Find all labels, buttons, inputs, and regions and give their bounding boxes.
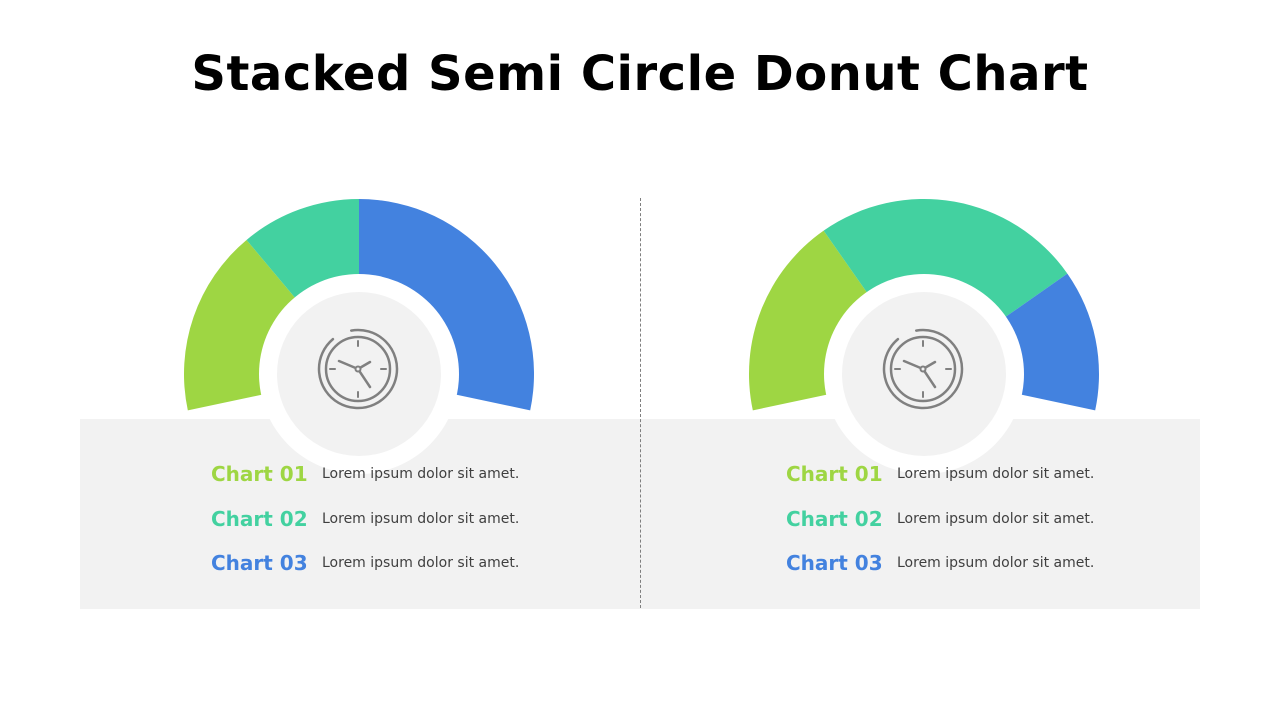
- donut-segment-chart-01: [183, 239, 304, 411]
- legend-description: Lorem ipsum dolor sit amet.: [897, 466, 1095, 483]
- legend-description: Lorem ipsum dolor sit amet.: [322, 466, 520, 483]
- donut-segment-chart-03: [359, 199, 534, 411]
- legend-label-chart-02: Chart 02: [786, 506, 883, 531]
- legend-item: Chart 02 Lorem ipsum dolor sit amet.: [211, 497, 519, 542]
- legend-label-chart-01: Chart 01: [786, 462, 883, 487]
- chart-1-legend: Chart 01 Lorem ipsum dolor sit amet. Cha…: [211, 452, 519, 586]
- page-title: Stacked Semi Circle Donut Chart: [191, 46, 1089, 102]
- clock-icon: [882, 328, 964, 410]
- legend-label-chart-03: Chart 03: [211, 551, 308, 576]
- clock-icon: [317, 328, 399, 410]
- center-disc: [277, 292, 441, 456]
- chart-2-legend: Chart 01 Lorem ipsum dolor sit amet. Cha…: [786, 452, 1094, 586]
- legend-description: Lorem ipsum dolor sit amet.: [322, 555, 520, 572]
- donut-segment-chart-01: [749, 230, 875, 411]
- legend-label-chart-02: Chart 02: [211, 506, 308, 531]
- legend-item: Chart 01 Lorem ipsum dolor sit amet.: [211, 452, 519, 497]
- dashed-divider: [640, 198, 641, 608]
- legend-item: Chart 03 Lorem ipsum dolor sit amet.: [786, 541, 1094, 586]
- legend-description: Lorem ipsum dolor sit amet.: [897, 510, 1095, 527]
- legend-label-chart-03: Chart 03: [786, 551, 883, 576]
- center-disc: [842, 292, 1006, 456]
- legend-item: Chart 02 Lorem ipsum dolor sit amet.: [786, 497, 1094, 542]
- legend-item: Chart 01 Lorem ipsum dolor sit amet.: [786, 452, 1094, 497]
- legend-item: Chart 03 Lorem ipsum dolor sit amet.: [211, 541, 519, 586]
- legend-description: Lorem ipsum dolor sit amet.: [897, 555, 1095, 572]
- legend-description: Lorem ipsum dolor sit amet.: [322, 510, 520, 527]
- legend-label-chart-01: Chart 01: [211, 462, 308, 487]
